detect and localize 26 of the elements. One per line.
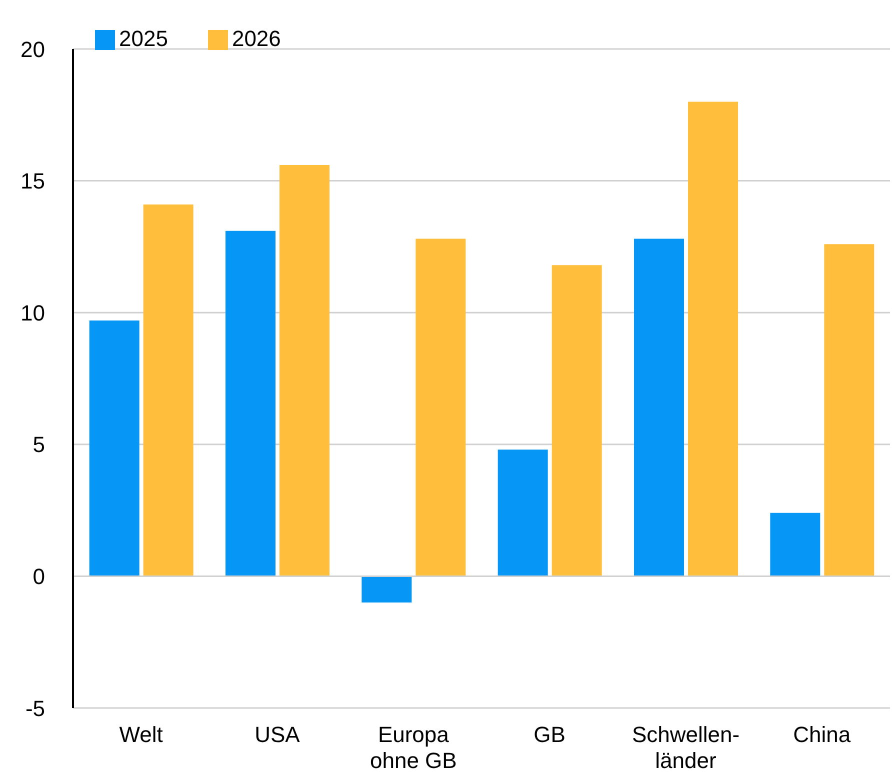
x-tick-label: Welt — [119, 722, 163, 747]
x-tick-label: Europa ohne GB — [370, 722, 457, 773]
bar — [226, 230, 276, 576]
bar — [143, 204, 194, 576]
bar — [416, 238, 466, 576]
y-tick-label: 0 — [32, 564, 45, 590]
x-tick-label: China — [793, 722, 852, 747]
bar — [770, 512, 820, 576]
y-tick-label: 10 — [20, 300, 45, 326]
x-tick-label: Schwellen- länder — [632, 722, 740, 773]
bar — [362, 576, 412, 603]
bar — [634, 238, 684, 576]
y-tick-label: 20 — [20, 36, 45, 62]
bar — [824, 244, 874, 576]
bar — [280, 164, 330, 576]
legend-label: 2026 — [232, 26, 281, 51]
bar — [498, 450, 548, 576]
y-tick-label: -5 — [25, 696, 45, 721]
y-tick-label: 15 — [20, 168, 45, 194]
y-tick-label: 5 — [32, 432, 45, 458]
legend-label: 2025 — [119, 26, 168, 51]
x-tick-label: USA — [254, 722, 300, 747]
bar — [89, 320, 140, 576]
bar — [552, 265, 602, 576]
bar — [688, 102, 738, 576]
x-tick-label: GB — [534, 722, 566, 747]
